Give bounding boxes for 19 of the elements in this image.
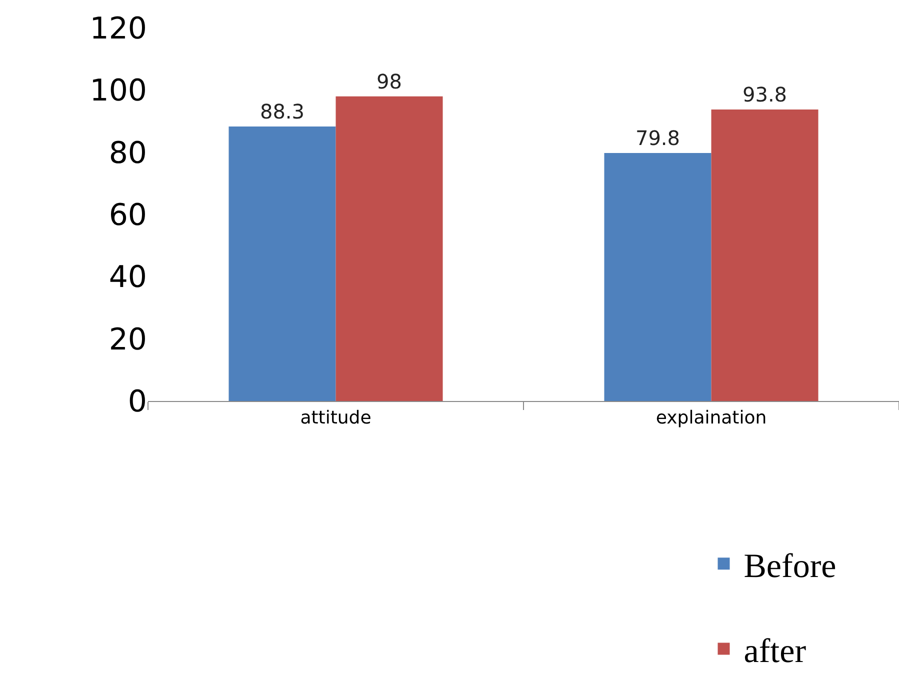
y-tick-label: 0 — [128, 384, 147, 420]
bar — [604, 152, 712, 401]
data-label: 88.3 — [260, 100, 305, 124]
bar — [228, 126, 336, 401]
y-tick-label: 20 — [108, 322, 147, 358]
data-label: 93.8 — [742, 82, 788, 106]
y-tick-label: 60 — [108, 198, 147, 233]
x-tick-label: attitude — [300, 408, 372, 429]
data-label: 98 — [376, 69, 402, 94]
x-tick-label: explaination — [656, 408, 767, 429]
legend-label: Before — [744, 548, 836, 585]
bar — [711, 109, 818, 401]
data-label: 79.8 — [635, 126, 680, 150]
bar — [336, 96, 443, 401]
y-tick-label: 100 — [90, 74, 147, 109]
legend-label: after — [744, 633, 807, 670]
y-tick-label: 40 — [108, 260, 147, 296]
y-tick-label: 120 — [90, 12, 147, 46]
y-tick-label: 80 — [108, 136, 147, 171]
